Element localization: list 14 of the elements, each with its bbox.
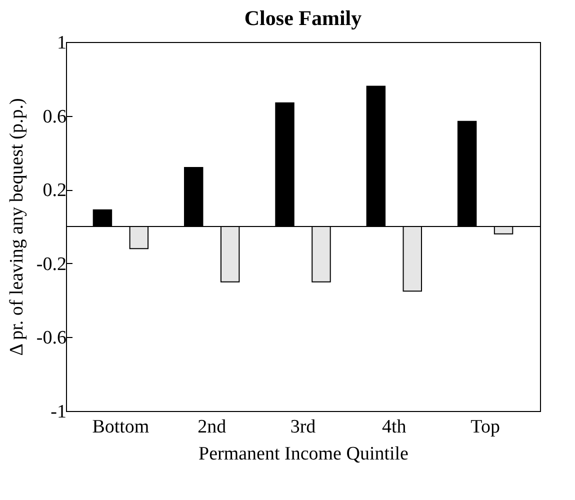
x-tick-label: 4th — [382, 416, 407, 438]
y-tick-label: -0.6 — [36, 328, 66, 349]
x-tick-label: 3rd — [290, 416, 316, 438]
x-tick-label: Top — [470, 416, 500, 438]
x-tick-label: 2nd — [198, 416, 227, 438]
y-tick-label: -0.2 — [36, 254, 66, 275]
x-axis-title: Permanent Income Quintile — [198, 444, 408, 464]
y-tick-label: 0.6 — [42, 106, 66, 128]
y-tick-label: -1 — [50, 402, 66, 422]
x-tick-label: Bottom — [92, 416, 150, 438]
chart-title: Close Family — [244, 6, 362, 30]
y-tick-label: 1 — [57, 32, 66, 54]
y-axis-title: Δ pr. of leaving any bequest (p.p.) — [6, 98, 28, 356]
y-tick-label: 0.2 — [42, 180, 66, 202]
